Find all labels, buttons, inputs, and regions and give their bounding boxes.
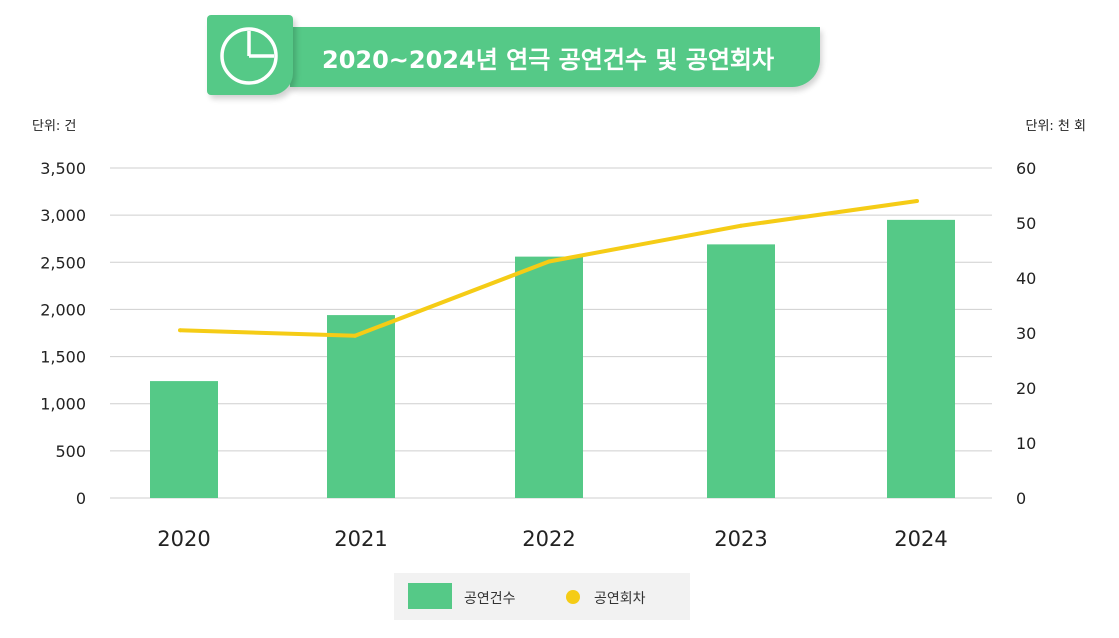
line-point [739, 223, 743, 228]
left-axis-tick-label: 500 [55, 442, 86, 461]
line-series [178, 199, 919, 338]
left-axis-unit-label: 단위: 건 [32, 119, 76, 134]
bar [150, 381, 218, 498]
x-axis-tick-label: 2023 [714, 527, 767, 551]
bar [515, 256, 583, 498]
line-point [915, 199, 919, 203]
right-axis-tick-label: 30 [1016, 324, 1036, 343]
chart-title: 2020~2024년 연극 공연건수 및 공연회차 [322, 46, 775, 74]
right-axis-tick-label: 40 [1016, 269, 1036, 288]
bar [887, 219, 955, 498]
line-point [178, 328, 182, 333]
right-axis-tick-label: 0 [1016, 489, 1026, 508]
x-axis-tick-label: 2024 [894, 527, 947, 551]
x-axis-tick-label: 2022 [522, 527, 575, 551]
left-axis-tick-label: 2,500 [40, 253, 86, 272]
right-axis-tick-label: 50 [1016, 214, 1036, 233]
right-axis-tick-label: 10 [1016, 434, 1036, 453]
bar [707, 244, 775, 498]
right-axis-ticks: 0 10 20 30 40 50 60 [1016, 159, 1036, 508]
right-axis-tick-label: 60 [1016, 159, 1036, 178]
left-axis-tick-label: 2,000 [40, 300, 86, 319]
left-axis-tick-label: 3,000 [40, 206, 86, 225]
left-axis-tick-label: 3,500 [40, 159, 86, 178]
bar [327, 315, 395, 498]
line-point [547, 259, 551, 264]
title-icon-box [207, 15, 293, 95]
legend-bar-label: 공연건수 [464, 591, 516, 607]
left-axis-tick-label: 0 [76, 489, 86, 508]
pie-chart-icon [220, 27, 278, 85]
title-banner [290, 27, 820, 87]
left-axis-tick-label: 1,500 [40, 348, 86, 367]
right-axis-unit-label: 단위: 천 회 [1026, 119, 1087, 134]
right-axis-tick-label: 20 [1016, 379, 1036, 398]
x-axis-tick-label: 2020 [157, 527, 210, 551]
legend-line-label: 공연회차 [594, 591, 646, 607]
bar-series [150, 219, 955, 498]
line-point [353, 333, 357, 338]
legend-line-swatch [566, 590, 580, 604]
legend-bar-swatch [408, 583, 452, 609]
x-axis-tick-label: 2021 [334, 527, 387, 551]
left-axis-tick-label: 1,000 [40, 395, 86, 414]
left-axis-ticks: 0 500 1,000 1,500 2,000 2,500 3,000 3,500 [40, 159, 86, 508]
x-axis-ticks: 2020 2021 2022 2023 2024 [157, 527, 947, 551]
legend: 공연건수 공연회차 [394, 573, 690, 620]
